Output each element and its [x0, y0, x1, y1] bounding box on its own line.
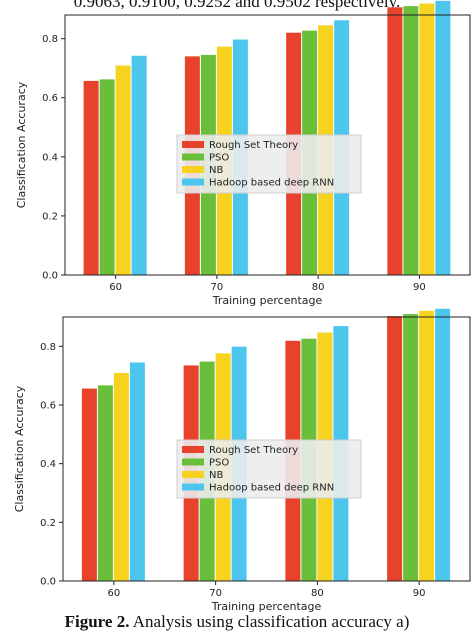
- figure-caption-text: Analysis using classification accuracy a…: [129, 612, 410, 631]
- figure-number: Figure 2.: [64, 612, 130, 631]
- bar-hadoop-based-deep-rnn-60: [131, 55, 147, 275]
- bar-hadoop-based-deep-rnn-90: [435, 0, 451, 276]
- y-axis-label: Classification Accuracy: [15, 81, 28, 208]
- y-axis-label: Classification Accuracy: [13, 385, 26, 512]
- legend-box: [176, 439, 362, 499]
- y-tick-label: 0.4: [40, 459, 56, 470]
- legend-swatch: [182, 166, 204, 173]
- chart-a: 60 70 80 90 0.0 0.2 0.4 0.6 0.8 Training percenta…: [15, 0, 471, 307]
- y-tick-label: 0.4: [42, 152, 58, 163]
- bar-nb-60: [115, 65, 131, 275]
- y-tick-label: 0.2: [42, 211, 58, 222]
- bar-nb-90: [419, 3, 435, 276]
- legend-entry: PSO: [209, 153, 229, 164]
- chart-b: 60 70 80 90 0.0 0.2 0.4 0.6 0.8 Training percenta…: [13, 308, 471, 613]
- plot-frame: [62, 316, 471, 582]
- legend-entry: Rough Set Theory: [209, 445, 298, 456]
- y-tick-label: 0.8: [40, 342, 56, 353]
- y-tick-label: 0.0: [40, 577, 56, 588]
- x-tick-label: 70: [211, 282, 224, 293]
- x-tick-label: 80: [312, 282, 325, 293]
- caption-top: 0.9063, 0.9100, 0.9252 and 0.9502 respec…: [73, 0, 401, 11]
- legend-swatch: [182, 178, 204, 186]
- legend-entry: NB: [209, 165, 223, 176]
- x-tick-label: 90: [413, 282, 426, 293]
- x-tick-label: 90: [413, 588, 426, 599]
- bar-rough-set-theory-90: [387, 316, 403, 581]
- x-axis-label: Training percentage: [212, 294, 323, 307]
- bar-nb-60: [113, 373, 129, 581]
- y-tick-label: 0.0: [42, 271, 58, 282]
- y-tick-label: 0.6: [42, 93, 58, 104]
- legend-entry: PSO: [209, 458, 229, 469]
- legend-entry: Hadoop based deep RNN: [209, 483, 334, 494]
- bar-rough-set-theory-60: [81, 388, 97, 581]
- plot-frame: [64, 14, 471, 276]
- x-tick-label: 60: [108, 588, 121, 599]
- legend-box: [176, 134, 362, 194]
- bar-hadoop-based-deep-rnn-90: [435, 308, 451, 581]
- y-tick-label: 0.6: [40, 401, 56, 412]
- x-tick-label: 70: [209, 588, 222, 599]
- bar-pso-90: [403, 314, 419, 581]
- bar-nb-90: [419, 310, 435, 581]
- legend-entry: Rough Set Theory: [209, 140, 298, 151]
- x-tick-label: 60: [109, 282, 122, 293]
- y-tick-label: 0.8: [42, 34, 58, 45]
- x-tick-label: 80: [311, 588, 324, 599]
- legend-entry: NB: [209, 470, 223, 481]
- legend-swatch: [182, 483, 204, 491]
- legend-swatch: [182, 471, 204, 478]
- legend-swatch: [182, 141, 204, 148]
- bar-pso-90: [403, 6, 419, 276]
- bar-pso-60: [99, 79, 115, 275]
- bar-pso-60: [97, 385, 113, 581]
- legend-entry: Hadoop based deep RNN: [209, 178, 334, 189]
- y-tick-label: 0.2: [40, 518, 56, 529]
- bar-hadoop-based-deep-rnn-60: [129, 362, 145, 581]
- legend-swatch: [182, 153, 204, 161]
- bar-rough-set-theory-60: [83, 80, 99, 276]
- bar-rough-set-theory-90: [387, 7, 403, 276]
- legend-swatch: [182, 446, 204, 453]
- legend-swatch: [182, 458, 204, 466]
- figure-caption: Figure 2. Analysis using classification …: [0, 612, 474, 632]
- x-axis-label: Training percentage: [211, 600, 322, 613]
